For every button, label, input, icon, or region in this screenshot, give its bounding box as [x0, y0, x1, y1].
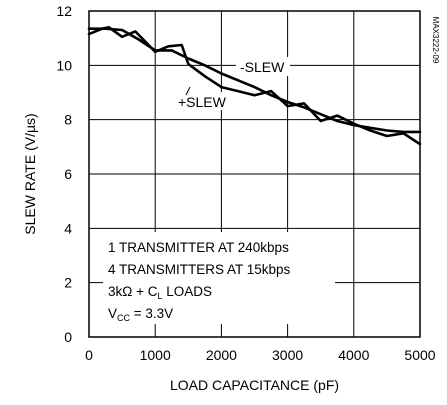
legend-line-3: 3kΩ + CL LOADS — [108, 284, 212, 301]
legend-text-3a: 3kΩ + C — [108, 284, 158, 299]
legend-text-4a: V — [108, 306, 117, 321]
plus-slew-label: +SLEW — [178, 94, 227, 110]
y-tick-label: 4 — [64, 220, 72, 236]
y-tick-label: 12 — [56, 3, 72, 19]
legend-subscript-l: L — [158, 291, 163, 301]
series-layer — [87, 25, 422, 146]
legend-line-1: 1 TRANSMITTER AT 240kbps — [108, 240, 289, 255]
y-axis-label: SLEW RATE (V/µs) — [22, 113, 38, 234]
x-tick-label: 3000 — [272, 347, 303, 363]
legend-line-4: VCC = 3.3V — [108, 306, 173, 323]
series-line-plus-slew — [87, 25, 422, 146]
legend-text-4b: = 3.3V — [130, 306, 173, 321]
legend-text-3b: LOADS — [163, 284, 213, 299]
legend-text-1: 1 TRANSMITTER AT 240kbps — [108, 240, 289, 255]
minus-slew-label-background — [236, 57, 290, 76]
legend-line-2: 4 TRANSMITTERS AT 15kbps — [108, 262, 291, 277]
figure-code: MAX3222-09 — [431, 17, 440, 64]
series-line-minus-slew — [87, 27, 422, 134]
plus-slew-leader-line — [185, 86, 191, 96]
annotations: -SLEW +SLEW — [174, 57, 290, 110]
plot-frame — [88, 10, 421, 338]
tick-labels: 0 1000 2000 3000 4000 5000 0 2 4 6 8 10 12 — [56, 3, 435, 363]
y-tick-label: 6 — [64, 166, 72, 182]
x-tick-label: 2000 — [206, 347, 237, 363]
legend-box: 1 TRANSMITTER AT 240kbps 4 TRANSMITTERS … — [103, 232, 335, 324]
x-tick-label: 1000 — [140, 347, 171, 363]
y-tick-label: 8 — [64, 112, 72, 128]
y-tick-label: 10 — [56, 57, 72, 73]
minus-slew-label: -SLEW — [240, 59, 285, 75]
x-tick-label: 4000 — [338, 347, 369, 363]
y-tick-label: 0 — [64, 329, 72, 345]
x-tick-label: 5000 — [404, 347, 435, 363]
y-tick-label: 2 — [64, 275, 72, 291]
plus-slew-label-background — [174, 92, 230, 110]
legend-background — [103, 232, 335, 324]
legend-text-2: 4 TRANSMITTERS AT 15kbps — [108, 262, 291, 277]
x-axis-label: LOAD CAPACITANCE (pF) — [170, 377, 339, 393]
legend-subscript-cc: CC — [117, 313, 130, 323]
x-tick-label: 0 — [85, 347, 93, 363]
